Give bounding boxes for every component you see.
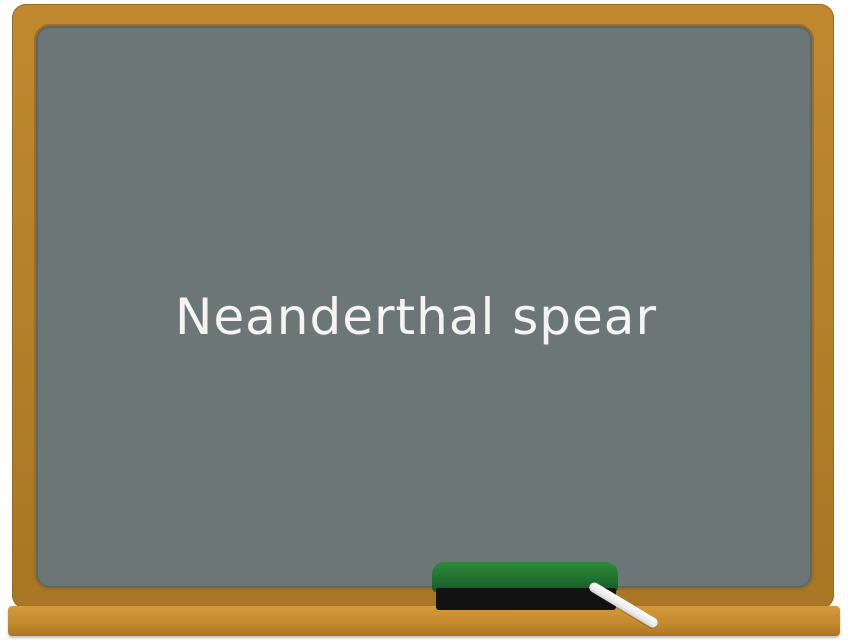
- chalkboard-title: Neanderthal spear: [174, 288, 657, 346]
- chalk-ledge: [8, 606, 840, 636]
- chalkboard-surface: Neanderthal spear: [36, 26, 812, 588]
- chalkboard-eraser-icon: [432, 562, 618, 612]
- eraser-felt: [432, 562, 618, 592]
- eraser-base: [436, 588, 616, 610]
